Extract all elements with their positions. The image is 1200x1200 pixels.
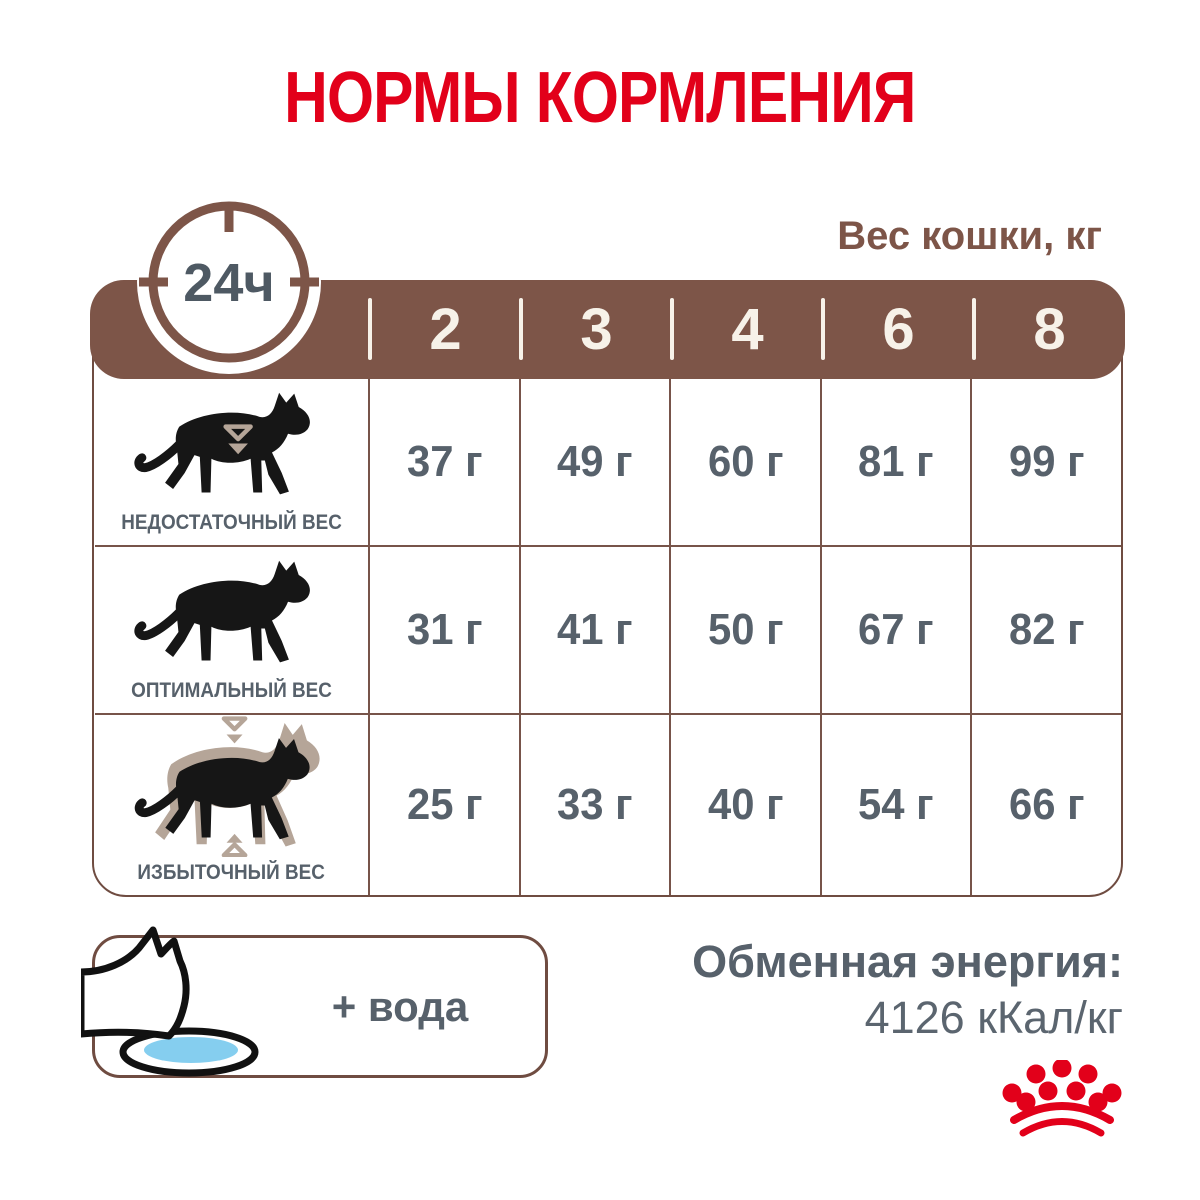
- feeding-amount: 40 г: [671, 714, 822, 895]
- row-label: ИЗБЫТОЧНЫЙ ВЕС: [137, 860, 325, 884]
- feeding-amount: 81 г: [822, 379, 972, 545]
- optimal-cat-icon: [134, 560, 311, 662]
- energy-value: 4126 кКал/кг: [864, 992, 1123, 1043]
- clock-label: 24ч: [183, 253, 274, 313]
- 24h-clock-icon: 24ч: [137, 190, 321, 374]
- feeding-amount: 82 г: [1008, 604, 1085, 654]
- feeding-amount: 66 г: [1008, 779, 1085, 829]
- feeding-amount: 49 г: [521, 379, 671, 545]
- overweight-cat-icon: [135, 715, 320, 857]
- column-header: 2: [368, 280, 521, 379]
- page-title: НОРМЫ КОРМЛЕНИЯ: [284, 58, 916, 138]
- row-label: ОПТИМАЛЬНЫЙ ВЕС: [130, 678, 332, 702]
- water-note: + вода: [81, 926, 548, 1078]
- energy-title: Обменная энергия:: [692, 936, 1123, 987]
- feeding-amount: 99 г: [1008, 436, 1085, 486]
- column-header: 4: [670, 280, 823, 379]
- column-header: 3: [519, 280, 672, 379]
- energy-block: Обменная энергия: 4126 кКал/кг: [692, 934, 1123, 1046]
- feeding-amount: 54 г: [822, 714, 972, 895]
- row-header-optimal: ОПТИМАЛЬНЫЙ ВЕС: [95, 546, 370, 713]
- table-body: НЕДОСТАТОЧНЫЙ ВЕС 37 г 49 г 60 г 81 г 99…: [92, 379, 1123, 897]
- underweight-cat-icon: [134, 392, 311, 495]
- row-header-overweight: ИЗБЫТОЧНЫЙ ВЕС: [95, 714, 370, 895]
- table-row: НЕДОСТАТОЧНЫЙ ВЕС 37 г 49 г 60 г 81 г 99…: [94, 379, 1121, 547]
- feeding-amount: 67 г: [822, 546, 972, 713]
- column-header: 8: [972, 280, 1125, 379]
- feeding-amount: 31 г: [370, 546, 521, 713]
- drinking-cat-icon: [81, 926, 259, 1077]
- feeding-amount: 37 г: [370, 379, 521, 545]
- row-header-underweight: НЕДОСТАТОЧНЫЙ ВЕС: [95, 379, 370, 545]
- table-row: ИЗБЫТОЧНЫЙ ВЕС 25 г 33 г 40 г 54 г 66 г: [95, 714, 1121, 895]
- feeding-amount: 33 г: [521, 714, 671, 895]
- column-header: 6: [821, 280, 974, 379]
- table-row: ОПТИМАЛЬНЫЙ ВЕС 31 г 41 г 50 г 67 г 82 г: [94, 546, 1121, 715]
- royal-canin-crown-logo: [1002, 1060, 1122, 1137]
- row-label: НЕДОСТАТОЧНЫЙ ВЕС: [120, 510, 342, 534]
- feeding-amount: 25 г: [370, 714, 521, 895]
- water-label: + вода: [331, 982, 469, 1030]
- feeding-amount: 60 г: [671, 379, 822, 545]
- feeding-amount: 41 г: [521, 546, 671, 713]
- cat-weight-header: Вес кошки, кг: [837, 214, 1102, 258]
- feeding-amount: 50 г: [671, 546, 822, 713]
